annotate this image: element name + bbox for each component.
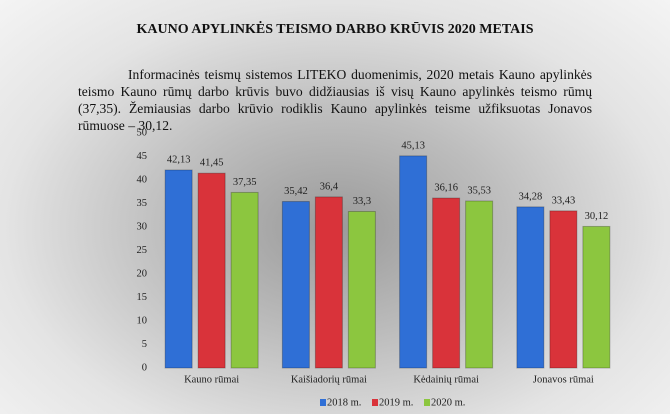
x-tick-label: Kauno rūmai	[184, 374, 239, 385]
value-label: 35,53	[467, 185, 491, 196]
y-tick-label: 15	[137, 292, 148, 303]
bar	[549, 210, 578, 369]
value-label: 35,42	[284, 186, 308, 197]
bar	[432, 197, 461, 369]
value-label: 41,45	[200, 158, 224, 169]
bar	[314, 196, 343, 369]
y-tick-label: 30	[137, 221, 148, 232]
x-tick-label: Jonavos rūmai	[533, 374, 594, 385]
paragraph: Informacinės teismų sistemos LITEKO duom…	[78, 67, 592, 133]
y-tick-label: 20	[137, 268, 148, 279]
bar	[465, 200, 494, 369]
bar	[197, 172, 226, 369]
legend-swatch	[372, 399, 378, 406]
x-tick-label: Kaišiadorių rūmai	[291, 374, 367, 385]
value-label: 36,4	[320, 181, 339, 192]
bar	[281, 201, 310, 369]
bar	[516, 206, 545, 369]
bar	[164, 169, 193, 369]
value-label: 42,13	[167, 154, 191, 165]
value-label: 33,3	[353, 196, 371, 207]
y-tick-label: 0	[142, 362, 147, 373]
y-tick-label: 40	[137, 174, 148, 185]
legend-label: 2019 m.	[379, 397, 413, 408]
value-label: 45,13	[401, 140, 425, 151]
x-tick-label: Kėdainių rūmai	[413, 374, 479, 385]
y-tick-label: 10	[137, 315, 148, 326]
bar	[347, 210, 376, 369]
title: KAUNO APYLINKĖS TEISMO DARBO KRŪVIS 2020…	[136, 22, 534, 37]
y-tick-label: 5	[142, 339, 147, 350]
legend-label: 2020 m.	[431, 397, 465, 408]
y-tick-label: 45	[137, 151, 148, 162]
legend-swatch	[424, 399, 430, 406]
y-tick-label: 50	[137, 127, 148, 138]
bar	[230, 191, 259, 369]
value-label: 34,28	[519, 191, 543, 202]
bar	[582, 225, 611, 369]
legend-label: 2018 m.	[327, 397, 361, 408]
legend-swatch	[320, 399, 326, 406]
value-label: 30,12	[585, 211, 609, 222]
bar	[399, 155, 428, 369]
y-tick-label: 35	[137, 198, 148, 209]
value-label: 36,16	[434, 182, 458, 193]
y-tick-label: 25	[137, 245, 148, 256]
value-label: 33,43	[552, 195, 576, 206]
value-label: 37,35	[233, 177, 257, 188]
